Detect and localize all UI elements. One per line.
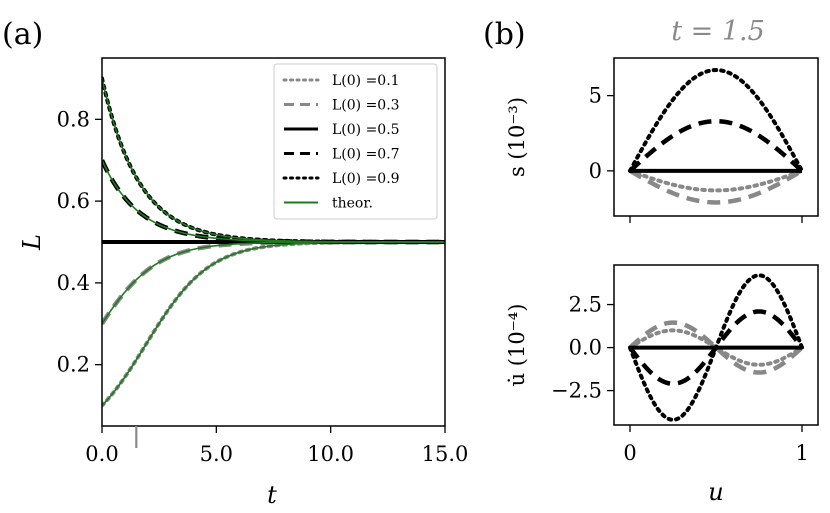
series-line: [102, 239, 445, 326]
panel-b-top-ylabel: s (10⁻³): [505, 97, 529, 177]
panel-b: (b) t = 1.5 05 s (10⁻³) −2.50.02.50 1 u̇ …: [483, 16, 819, 506]
y-tick-label: 5: [589, 84, 602, 108]
panel-b-bottom-ticks: −2.5 0.0 2.5 0 1: [551, 293, 809, 465]
legend-box: [273, 63, 438, 220]
panel-a-ylabel: L: [18, 234, 46, 251]
y-tick-label: 0.8: [57, 107, 90, 131]
x-tick-label: 15.0: [422, 442, 469, 466]
y-tick-label: 0: [589, 159, 602, 183]
profile-line: [628, 168, 804, 193]
panel-b-top-plot-area: [628, 68, 804, 205]
panel-b-top-frame: [613, 57, 819, 217]
panel-b-bottom-ylabel: u̇ (10⁻⁴): [505, 304, 529, 387]
panel-b-label: (b): [483, 17, 526, 52]
x-tick-label: 5.0: [200, 442, 233, 466]
profile-line: [628, 68, 804, 173]
y-tick-label: −2.5: [551, 379, 602, 403]
panel-b-title: t = 1.5: [671, 16, 765, 47]
y-tick-label: 2.5: [569, 293, 602, 317]
y-tick-label: 0.2: [57, 353, 90, 377]
panel-a-label: (a): [2, 17, 43, 52]
y-tick-label: 0.4: [57, 271, 90, 295]
y-tick-label: 0.6: [57, 189, 90, 213]
x-tick-label: 0: [623, 441, 636, 465]
theory-line: [102, 241, 445, 325]
legend: L(0) =0.1 L(0) =0.3 L(0) =0.5 L(0) =0.7 L(0)…: [273, 63, 438, 220]
x-tick-label: 1: [795, 441, 808, 465]
legend-entry: L(0) =0.5: [332, 122, 400, 138]
legend-entry: L(0) =0.3: [332, 98, 400, 114]
panel-b-bottom-frame: [613, 264, 819, 426]
legend-entry: theor.: [332, 196, 373, 212]
legend-entry: L(0) =0.7: [332, 147, 400, 163]
panel-a: (a) 0.0 5.0 10.0 15.0 0.2 0.4 0.6 0.8 t L L(0) …: [2, 17, 468, 509]
panel-a-ticks: 0.0 5.0 10.0 15.0 0.2 0.4 0.6 0.8: [57, 107, 469, 466]
panel-a-plot-area: [102, 76, 445, 408]
panel-b-top-ticks: 05: [589, 84, 803, 223]
y-tick-label: 0.0: [569, 336, 602, 360]
legend-entry: L(0) =0.1: [332, 73, 400, 89]
theory-line: [102, 78, 445, 243]
panel-a-frame: [101, 57, 446, 427]
x-tick-label: 10.0: [307, 442, 354, 466]
panel-b-xlabel: u: [708, 478, 723, 506]
panel-b-bottom-plot-area: [628, 273, 804, 422]
profile-line: [628, 168, 804, 205]
x-tick-label: 0.0: [85, 442, 118, 466]
legend-entry: L(0) =0.9: [332, 171, 400, 187]
panel-a-xlabel: t: [267, 481, 277, 509]
